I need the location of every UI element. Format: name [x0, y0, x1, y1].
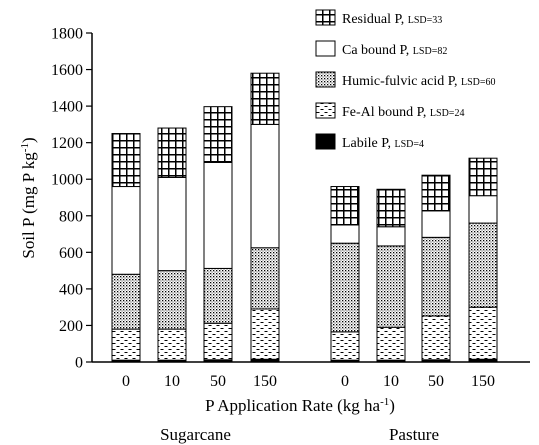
- x-axis-title-close: ): [389, 396, 395, 415]
- x-tick-label: 10: [164, 373, 180, 390]
- group-label: Pasture: [389, 425, 439, 444]
- bar-segment-dash: [421, 315, 451, 361]
- bar-segment-grid: [157, 127, 187, 178]
- x-tick-label: 0: [341, 373, 349, 390]
- legend-separator: ,: [454, 74, 461, 89]
- legend-separator: ,: [406, 43, 413, 58]
- legend: Residual P, LSD=33 Ca bound P, LSD=82 Humi…: [315, 9, 496, 151]
- legend-swatch-solid: [315, 133, 336, 150]
- x-axis-title-main: P Application Rate (kg ha: [205, 396, 380, 415]
- legend-lsd: LSD=82: [413, 46, 448, 57]
- legend-label: Ca bound P, LSD=82: [342, 43, 447, 58]
- legend-label: Labile P, LSD=4: [342, 136, 424, 151]
- legend-swatch-dash: [315, 102, 336, 119]
- x-axis-labels: 0 10 50 150 Sugarcane 0 10 50 150 Pasture P Applic…: [122, 373, 495, 444]
- legend-label: Fe-Al bound P, LSD=24: [342, 105, 464, 120]
- y-axis-title-main: Soil P (mg P kg: [19, 152, 38, 259]
- y-tick-label: 0: [75, 355, 83, 372]
- bar-segment-empty: [111, 186, 141, 275]
- bar-segment-empty: [250, 123, 280, 249]
- y-tick-label: 800: [59, 208, 83, 225]
- bar-segment-dash: [468, 306, 498, 360]
- bar-segment-empty: [330, 224, 360, 244]
- x-tick-label: 150: [253, 373, 277, 390]
- y-axis-title-close: ): [19, 137, 38, 143]
- bar-segment-dot: [330, 242, 360, 333]
- legend-series-name: Humic-fulvic acid P: [342, 74, 456, 89]
- bar-segment-dash: [250, 308, 280, 360]
- legend-swatch-empty: [315, 40, 336, 57]
- bar-segment-grid: [111, 133, 141, 188]
- y-tick-label: 1400: [51, 99, 83, 116]
- x-tick-label: 10: [383, 373, 399, 390]
- legend-swatch-dot: [315, 71, 336, 88]
- group-label: Sugarcane: [160, 425, 231, 444]
- bar-segment-empty: [468, 195, 498, 224]
- y-tick-label: 1000: [51, 172, 83, 189]
- y-tick-label: 1800: [51, 26, 83, 43]
- bar-segment-empty: [421, 210, 451, 238]
- bar-segment-grid: [203, 106, 233, 163]
- bar-segment-dot: [250, 247, 280, 310]
- bar-segment-grid: [421, 174, 451, 212]
- bar-segment-dot: [203, 267, 233, 324]
- y-tick-label: 1600: [51, 62, 83, 79]
- legend-series-name: Fe-Al bound P: [342, 105, 425, 120]
- bar-segment-dash: [203, 322, 233, 361]
- legend-series-name: Ca bound P: [342, 43, 408, 58]
- legend-swatch-grid: [315, 9, 336, 26]
- bar-segment-dash: [330, 331, 360, 361]
- bar-segment-dot: [468, 222, 498, 308]
- x-tick-label: 50: [428, 373, 444, 390]
- bar-segment-dot: [421, 236, 451, 317]
- bar-segment-dash: [111, 328, 141, 361]
- bars: [111, 72, 498, 363]
- y-tick-label: 600: [59, 245, 83, 262]
- bar-segment-dash: [376, 326, 406, 361]
- legend-lsd: LSD=24: [430, 108, 465, 119]
- bar-segment-empty: [376, 226, 406, 247]
- bar-segment-dash: [157, 328, 187, 361]
- x-axis-title: P Application Rate (kg ha-1): [205, 396, 395, 415]
- bar-segment-grid: [250, 72, 280, 125]
- legend-separator: ,: [388, 136, 395, 151]
- legend-label: Residual P, LSD=33: [342, 12, 442, 27]
- x-axis-title-exp: -1: [380, 396, 389, 408]
- y-tick-label: 200: [59, 318, 83, 335]
- bar-segment-dot: [111, 273, 141, 330]
- legend-separator: ,: [423, 105, 430, 120]
- y-axis-title: Soil P (mg P kg-1): [19, 137, 38, 258]
- legend-lsd: LSD=4: [395, 139, 425, 150]
- y-axis-title-exp: -1: [19, 143, 31, 152]
- x-tick-label: 0: [122, 373, 130, 390]
- bar-segment-dot: [376, 245, 406, 328]
- legend-series-name: Residual P: [342, 12, 402, 27]
- legend-lsd: LSD=60: [461, 77, 496, 88]
- axes: 0 200 400 600 800 1000 1200 1400 1600 1800: [51, 26, 530, 372]
- legend-label: Humic-fulvic acid P, LSD=60: [342, 74, 496, 89]
- legend-series-name: Labile P: [342, 136, 389, 151]
- y-tick-label: 1200: [51, 135, 83, 152]
- bar-segment-grid: [330, 186, 360, 226]
- y-axis-title-text: Soil P (mg P kg-1): [19, 137, 38, 258]
- legend-separator: ,: [401, 12, 408, 27]
- bar-segment-empty: [203, 161, 233, 269]
- bar-segment-dot: [157, 270, 187, 330]
- y-tick-label: 400: [59, 281, 83, 298]
- bar-segment-grid: [468, 157, 498, 197]
- x-tick-label: 50: [210, 373, 226, 390]
- bar-segment-grid: [376, 188, 406, 228]
- x-tick-label: 150: [471, 373, 495, 390]
- legend-lsd: LSD=33: [408, 15, 443, 26]
- bar-segment-empty: [157, 176, 187, 272]
